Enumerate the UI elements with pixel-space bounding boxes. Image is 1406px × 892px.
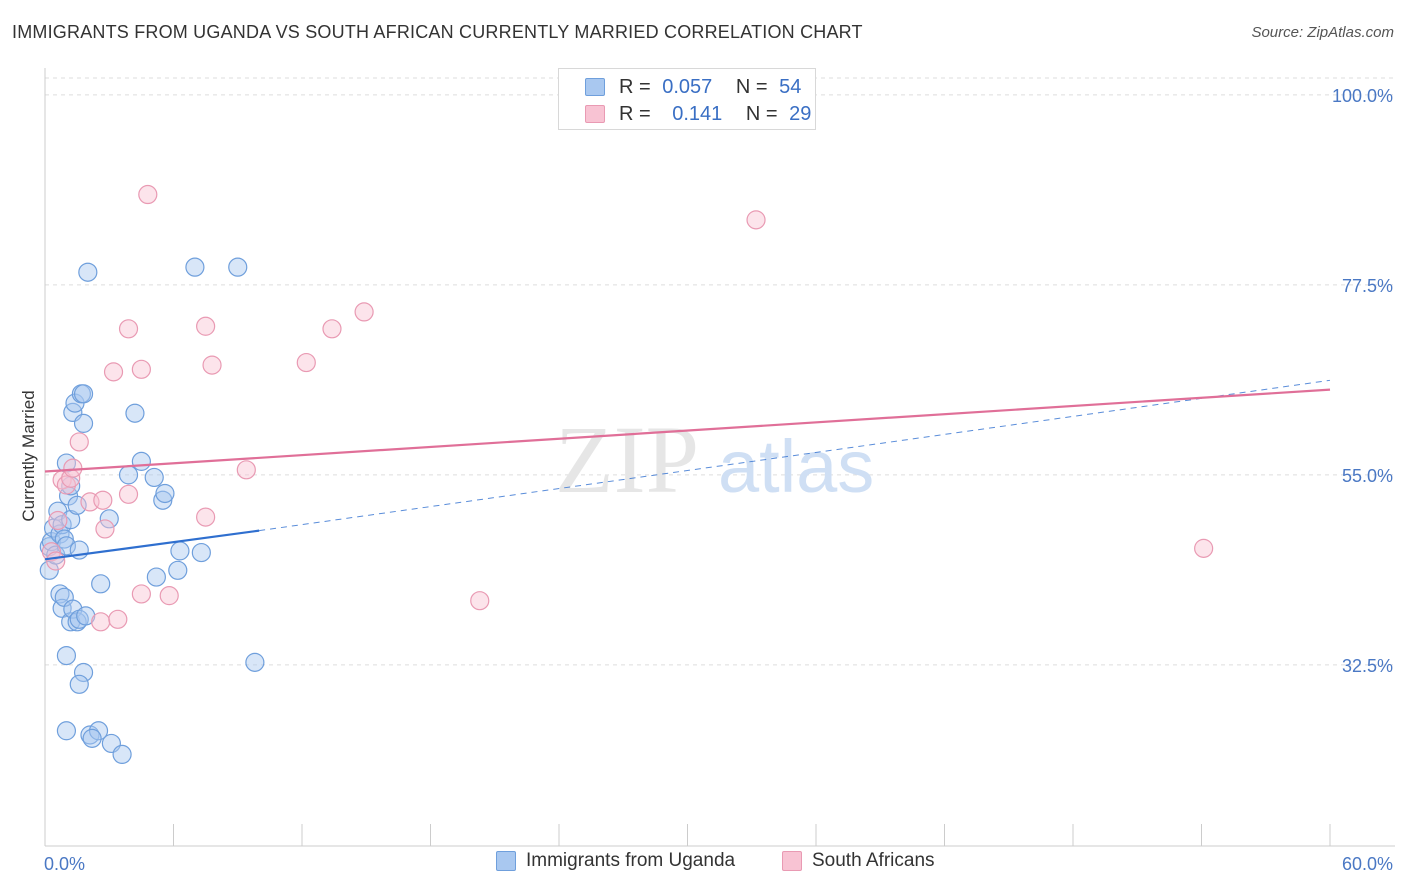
- legend-swatch-south-africans: [782, 851, 802, 871]
- point-uganda: [155, 483, 175, 504]
- point-south-africans: [138, 184, 158, 205]
- legend-swatch-uganda: [496, 851, 516, 871]
- point-south-africans: [118, 319, 139, 339]
- svg-text:atlas: atlas: [718, 425, 874, 508]
- point-south-africans: [236, 460, 256, 480]
- axes-layer: 32.5% 55.0% 77.5% 100.0% 0.0% 60.0%: [44, 68, 1395, 874]
- y-tick-label: 55.0%: [1342, 466, 1393, 486]
- trend-line-uganda: [44, 529, 260, 561]
- point-south-africans: [1194, 538, 1214, 558]
- point-uganda: [185, 257, 205, 277]
- trend-extension-uganda: [259, 379, 1331, 532]
- point-south-africans: [131, 584, 151, 604]
- point-south-africans: [46, 551, 66, 571]
- point-south-africans: [196, 507, 216, 527]
- point-south-africans: [103, 362, 124, 382]
- point-uganda: [125, 403, 145, 423]
- trend-layer: [44, 379, 1331, 561]
- point-uganda: [170, 541, 190, 561]
- y-tick-label: 32.5%: [1342, 656, 1393, 676]
- point-uganda: [91, 574, 111, 594]
- point-south-africans: [159, 586, 179, 606]
- point-south-africans: [196, 316, 216, 336]
- n-label: N =: [745, 102, 778, 125]
- y-tick-label: 100.0%: [1332, 86, 1393, 106]
- y-tick-label: 77.5%: [1342, 276, 1393, 296]
- stats-legend: R = 0.057 N = 54 R = 0.141 N = 29: [558, 68, 816, 130]
- point-uganda: [69, 674, 89, 694]
- point-south-africans: [91, 612, 111, 632]
- point-uganda: [56, 645, 77, 666]
- point-south-africans: [69, 432, 89, 452]
- point-south-africans: [63, 458, 83, 478]
- grid-layer: [45, 77, 1395, 666]
- point-uganda: [73, 384, 94, 404]
- point-uganda: [73, 413, 94, 433]
- point-uganda: [112, 744, 132, 765]
- n-value: 54: [779, 75, 802, 98]
- point-south-africans: [746, 210, 766, 230]
- point-uganda: [245, 652, 265, 672]
- r-label: R =: [619, 102, 651, 125]
- point-uganda: [82, 728, 102, 748]
- point-uganda: [73, 662, 94, 683]
- chart-title: IMMIGRANTS FROM UGANDA VS SOUTH AFRICAN …: [12, 22, 863, 42]
- point-uganda: [191, 542, 211, 563]
- svg-text:ZIP: ZIP: [555, 406, 699, 513]
- n-value: 29: [789, 102, 812, 125]
- point-south-africans: [108, 609, 128, 629]
- point-south-africans: [41, 542, 62, 562]
- point-south-africans: [470, 591, 490, 611]
- point-uganda: [78, 262, 98, 282]
- legend-swatch-uganda: [585, 78, 605, 96]
- point-south-africans: [48, 510, 68, 531]
- legend-label-uganda: Immigrants from Uganda: [526, 850, 736, 871]
- point-uganda: [56, 721, 77, 741]
- point-uganda: [168, 560, 188, 580]
- point-uganda: [146, 567, 166, 587]
- point-south-africans: [131, 359, 151, 379]
- point-uganda: [88, 721, 109, 741]
- n-label: N =: [735, 75, 768, 98]
- legend-label-south-africans: South Africans: [812, 850, 935, 871]
- legend-item-uganda[interactable]: Immigrants from Uganda: [496, 850, 735, 872]
- legend-swatch-south-africans: [585, 105, 605, 123]
- point-uganda: [228, 257, 248, 277]
- x-tick-label: 0.0%: [44, 854, 85, 874]
- point-uganda: [131, 451, 151, 471]
- r-value: 0.057: [662, 75, 713, 98]
- r-label: R =: [619, 75, 651, 98]
- point-uganda: [118, 465, 139, 485]
- source-credit: Source: ZipAtlas.com: [1251, 24, 1394, 41]
- x-tick-label: 60.0%: [1342, 854, 1393, 874]
- point-uganda: [54, 529, 74, 549]
- point-uganda: [153, 490, 173, 510]
- point-south-africans: [95, 519, 115, 539]
- legend-item-south-africans[interactable]: South Africans: [782, 850, 935, 872]
- point-south-africans: [354, 302, 374, 322]
- point-uganda: [99, 509, 119, 529]
- watermark: ZIP atlas: [555, 406, 874, 513]
- point-south-africans: [202, 355, 222, 375]
- r-value: 0.141: [672, 102, 723, 125]
- points-layer: [39, 184, 1214, 765]
- trend-line-south-africans: [44, 388, 1331, 473]
- y-axis-label: Currently Married: [19, 390, 38, 521]
- point-south-africans: [93, 490, 113, 510]
- point-south-africans: [322, 319, 342, 339]
- point-south-africans: [118, 484, 139, 504]
- point-uganda: [144, 467, 164, 488]
- point-south-africans: [296, 352, 316, 373]
